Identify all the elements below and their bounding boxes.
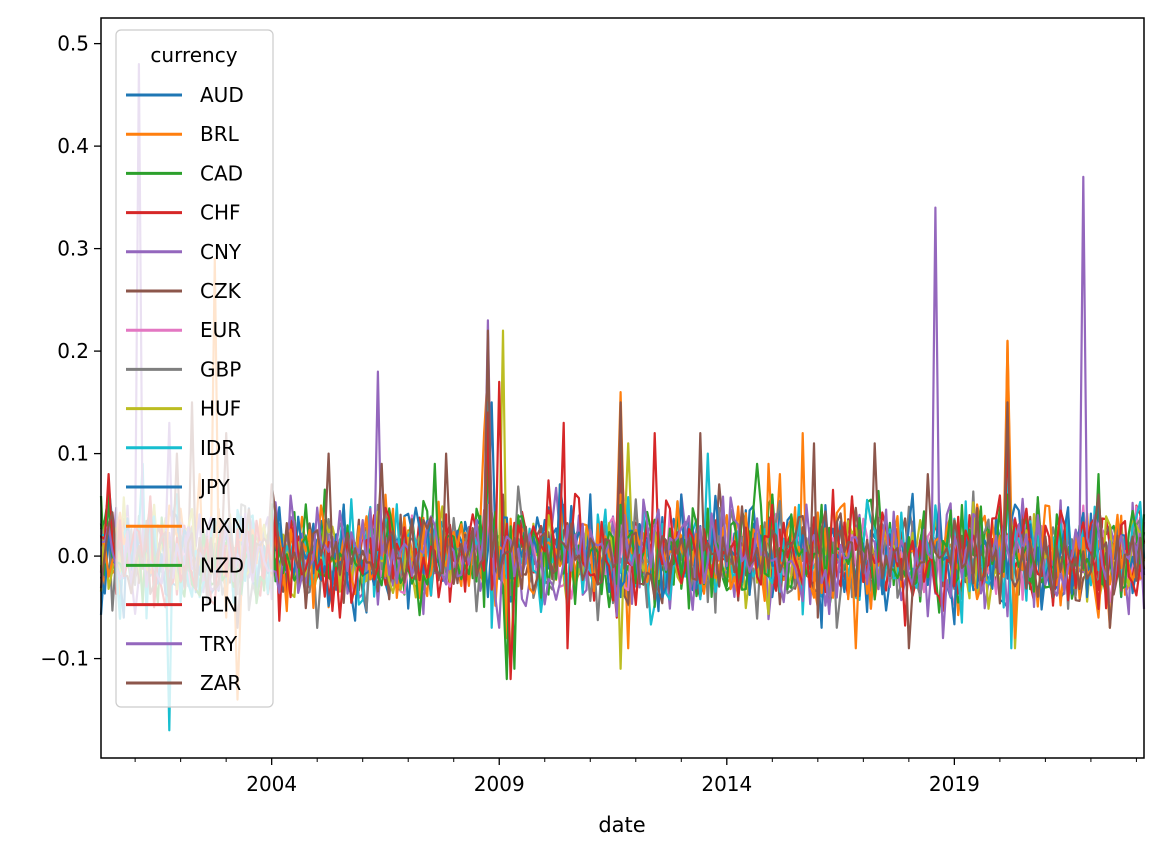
legend-label-try: TRY <box>199 632 238 656</box>
legend-box <box>115 29 274 708</box>
series-line-zar <box>99 329 1146 650</box>
legend-label-idr: IDR <box>200 436 235 460</box>
legend-label-brl: BRL <box>200 122 240 146</box>
x-tick-label: 2014 <box>701 772 752 796</box>
legend-label-gbp: GBP <box>200 357 241 381</box>
legend-label-huf: HUF <box>200 397 241 421</box>
y-tick-label: 0.0 <box>57 544 89 568</box>
y-tick-label: 0.3 <box>57 237 89 261</box>
y-tick-label: 0.5 <box>57 32 89 56</box>
legend-title: currency <box>150 43 237 67</box>
legend-label-chf: CHF <box>200 201 241 225</box>
plot-frame <box>100 17 1145 759</box>
series-lines <box>99 62 1146 732</box>
y-tick-label: 0.4 <box>57 134 89 158</box>
x-tick-label: 2004 <box>246 772 297 796</box>
legend-label-pln: PLN <box>200 593 238 617</box>
y-tick-label: −0.1 <box>40 647 89 671</box>
legend-label-czk: CZK <box>200 279 242 303</box>
y-tick-label: 0.1 <box>57 442 89 466</box>
x-tick-label: 2009 <box>474 772 525 796</box>
legend-label-nzd: NZD <box>200 553 244 577</box>
legend: currency AUD BRL CAD CHF CNY CZK EUR GBP HUF IDR J… <box>115 29 274 708</box>
x-tick-label: 2019 <box>929 772 980 796</box>
legend-label-aud: AUD <box>200 83 244 107</box>
legend-label-zar: ZAR <box>200 671 241 695</box>
x-axis-title: date <box>598 813 645 837</box>
legend-label-mxn: MXN <box>200 514 246 538</box>
y-tick-label: 0.2 <box>57 339 89 363</box>
legend-label-eur: EUR <box>200 318 241 342</box>
legend-label-jpy: JPY <box>198 475 231 499</box>
legend-label-cny: CNY <box>200 240 242 264</box>
legend-label-cad: CAD <box>200 161 243 185</box>
axis-ticks: −0.1 0.0 0.1 0.2 0.3 0.4 0.5 2004 2009 2014 2019 <box>40 32 1137 796</box>
